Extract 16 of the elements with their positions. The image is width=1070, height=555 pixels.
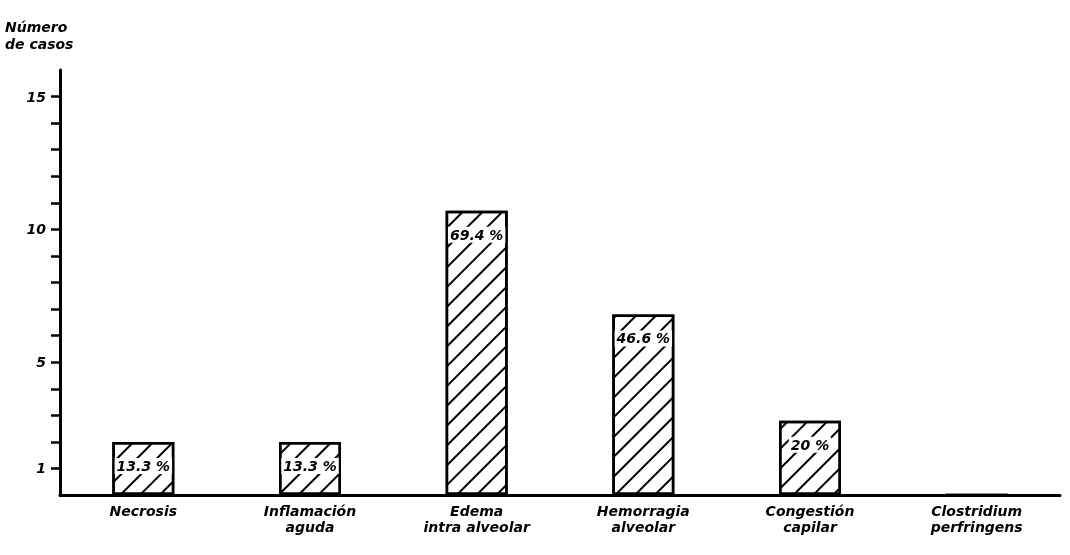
y-tick-label: 5 [36, 354, 47, 371]
x-tick-label: Necrosis [109, 503, 178, 519]
x-tick-label: Edema intra alveolar [423, 503, 531, 535]
x-tick-label: Congestión capilar [765, 503, 855, 535]
annotation: 13.3 % [283, 457, 337, 474]
y-tick-label: 15 [26, 88, 47, 105]
x-tick-label: Inflamación aguda [263, 503, 357, 535]
annotation: 69.4 % [449, 226, 504, 243]
x-tick-label: Hemorragia alveolar [596, 503, 690, 535]
y-axis-title: Número de casos [5, 18, 74, 52]
annotation: 20 % [790, 436, 830, 453]
annotation: 46.6 % [615, 330, 671, 347]
y-tick-label: 1 [36, 460, 46, 477]
y-tick-label: 10 [26, 221, 47, 238]
annotation: 13.3 % [116, 457, 171, 474]
x-tick-label: Clostridium perfringens [929, 503, 1023, 535]
